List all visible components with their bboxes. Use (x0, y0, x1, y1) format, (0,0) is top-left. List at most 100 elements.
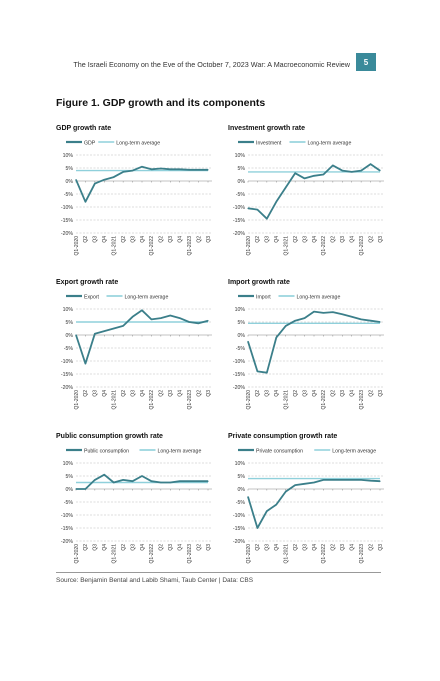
x-tick-label: Q4 (178, 390, 184, 397)
data-point (150, 480, 153, 482)
legend-label-series: Private consumption (256, 449, 303, 455)
x-tick-label: Q1-2021 (284, 390, 290, 410)
x-tick-label: Q3 (302, 544, 308, 551)
x-tick-label: Q3 (340, 390, 346, 397)
y-tick-label: 0% (238, 487, 246, 493)
x-tick-label: Q1-2020 (74, 236, 80, 256)
x-tick-label: Q2 (159, 390, 165, 397)
y-tick-label: 0% (66, 487, 74, 493)
source-note: Source: Benjamin Bental and Labib Shami,… (56, 577, 254, 584)
data-point (131, 480, 134, 482)
x-tick-label: Q1-2022 (321, 236, 327, 256)
x-tick-label: Q3 (378, 236, 384, 243)
data-point (369, 163, 372, 165)
x-tick-label: Q2 (255, 390, 261, 397)
y-tick-label: -5% (64, 192, 74, 198)
y-tick-label: -20% (233, 231, 245, 237)
data-point (379, 321, 381, 323)
x-tick-label: Q2 (331, 236, 337, 243)
x-tick-label: Q1-2021 (112, 544, 118, 564)
legend-label-series: Investment (256, 141, 282, 147)
series-line-main (247, 310, 381, 374)
chart-investment: Investment Long-term average 10% 5% 0% -5% -10… (233, 141, 384, 256)
x-tick-label: Q1-2023 (187, 390, 193, 410)
data-point (266, 372, 268, 374)
data-point (169, 481, 171, 484)
data-point (313, 175, 315, 177)
chart-title: Private consumption growth rate (228, 433, 338, 440)
data-point (360, 318, 362, 320)
data-point (94, 333, 96, 335)
y-tick-label: -10% (61, 359, 73, 365)
y-tick-label: -10% (233, 513, 245, 519)
legend-label-average: Long-term average (125, 295, 169, 301)
data-point (197, 480, 200, 482)
data-point (179, 480, 181, 482)
legend-label-average: Long-term average (116, 141, 160, 147)
data-point (207, 480, 209, 482)
data-point (341, 479, 343, 481)
y-tick-label: 10% (235, 307, 246, 313)
series-line-main (75, 309, 209, 365)
x-tick-label: Q1-2023 (187, 236, 193, 256)
y-tick-label: -20% (61, 385, 73, 391)
x-tick-label: Q1-2023 (187, 544, 193, 564)
x-tick-label: Q2 (83, 390, 89, 397)
data-point (160, 481, 162, 484)
data-point (313, 311, 315, 313)
data-point (256, 527, 259, 529)
data-point (341, 313, 343, 315)
x-tick-label: Q3 (93, 544, 99, 551)
x-tick-label: Q2 (331, 544, 337, 551)
data-point (150, 318, 153, 320)
x-tick-label: Q1-2023 (359, 236, 365, 256)
x-tick-label: Q3 (265, 236, 271, 243)
chart-panel-private-consumption: Private consumption growth rate Private … (228, 433, 398, 583)
x-tick-label: Q4 (312, 544, 318, 551)
data-point (94, 183, 96, 185)
x-tick-label: Q4 (312, 236, 318, 243)
x-tick-label: Q3 (265, 544, 271, 551)
data-point (285, 186, 287, 189)
legend-label-series: Public consumption (84, 449, 129, 455)
y-tick-label: -15% (61, 372, 73, 378)
x-tick-label: Q1-2022 (321, 544, 327, 564)
data-point (266, 218, 268, 220)
x-tick-label: Q1-2020 (74, 544, 80, 564)
data-point (103, 474, 105, 476)
x-tick-label: Q3 (168, 236, 174, 243)
x-tick-label: Q3 (93, 236, 99, 243)
x-tick-label: Q4 (178, 544, 184, 551)
data-point (179, 317, 181, 319)
data-point (285, 325, 287, 327)
data-point (188, 480, 190, 482)
y-tick-label: -10% (233, 359, 245, 365)
x-tick-label: Q4 (350, 390, 356, 397)
data-point (360, 479, 362, 481)
x-tick-label: Q2 (255, 236, 261, 243)
y-tick-label: 0% (238, 179, 246, 185)
data-point (332, 479, 334, 481)
legend-label-series: GDP (84, 141, 96, 147)
y-tick-label: 0% (66, 333, 74, 339)
data-point (150, 168, 153, 170)
data-point (322, 173, 325, 176)
x-tick-label: Q4 (140, 236, 146, 243)
x-tick-label: Q1-2020 (246, 544, 252, 564)
x-tick-label: Q1-2023 (359, 390, 365, 410)
data-point (303, 483, 306, 485)
x-tick-label: Q2 (293, 236, 299, 243)
data-point (207, 169, 209, 171)
data-point (131, 316, 134, 318)
data-point (369, 480, 372, 482)
chart-panel-gdp: GDP growth rate GDP Long-term average 10% 5… (56, 125, 226, 275)
data-point (303, 177, 306, 179)
data-point (141, 309, 143, 311)
x-tick-label: Q2 (196, 390, 202, 397)
x-tick-label: Q2 (368, 236, 374, 243)
y-tick-label: -15% (233, 372, 245, 378)
data-point (247, 496, 249, 498)
x-tick-label: Q4 (274, 544, 280, 551)
x-tick-label: Q1-2021 (284, 544, 290, 564)
running-header: The Israeli Economy on the Eve of the Oc… (73, 60, 350, 69)
